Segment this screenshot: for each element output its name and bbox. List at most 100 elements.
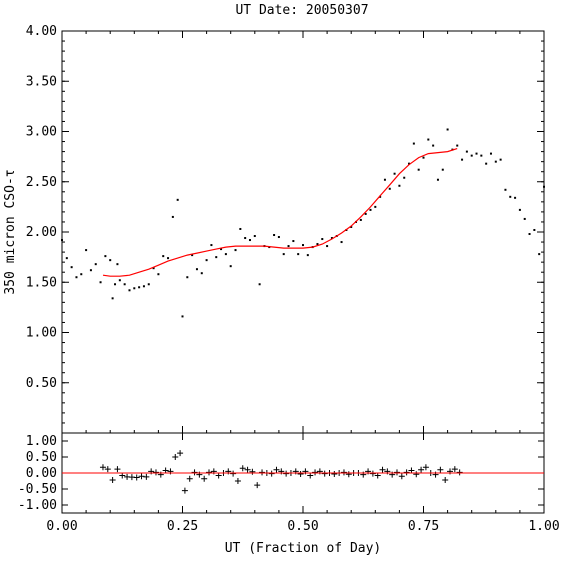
- residual-point: [191, 469, 198, 476]
- residual-point: [268, 470, 275, 477]
- tau-data-point: [89, 269, 92, 272]
- tau-data-point: [383, 178, 386, 181]
- tau-data-point: [248, 239, 251, 242]
- tau-data-point: [456, 144, 459, 147]
- tau-data-point: [287, 245, 290, 248]
- tau-data-point: [475, 152, 478, 155]
- tau-data-point: [147, 283, 150, 286]
- tau-data-point: [176, 198, 179, 201]
- tau-data-point: [523, 217, 526, 220]
- residual-point: [403, 469, 410, 476]
- residual-point: [215, 472, 222, 479]
- residual-point: [307, 472, 314, 479]
- res-y-tick-label: 1.00: [26, 434, 57, 449]
- residual-point: [398, 473, 405, 480]
- tau-data-point: [152, 267, 155, 270]
- residual-point: [456, 469, 463, 476]
- residual-point: [138, 473, 145, 480]
- res-y-tick-label: -0.50: [18, 482, 57, 497]
- tau-data-point: [111, 297, 114, 300]
- tau-data-point: [171, 215, 174, 218]
- tau-data-point: [340, 241, 343, 244]
- tau-data-point: [104, 255, 107, 258]
- main-y-tick-label: 4.00: [26, 24, 57, 39]
- tau-data-point: [388, 187, 391, 190]
- res-y-tick-label: 0.50: [26, 450, 57, 465]
- residual-point: [273, 466, 280, 473]
- tau-data-point: [446, 128, 449, 131]
- residual-point: [244, 466, 251, 473]
- tau-data-point: [157, 273, 160, 276]
- tau-data-point: [116, 263, 119, 266]
- y-axis-label: 350 micron CSO-τ: [3, 169, 18, 294]
- tau-data-point: [186, 276, 189, 279]
- tau-data-point: [494, 160, 497, 163]
- tau-data-point: [200, 272, 203, 275]
- tau-data-point: [465, 150, 468, 153]
- residual-point: [422, 464, 429, 471]
- residual-point: [321, 470, 328, 477]
- residual-point: [331, 470, 338, 477]
- tau-data-point: [80, 273, 83, 276]
- res-y-tick-label: -1.00: [18, 498, 57, 513]
- residual-point: [177, 450, 184, 457]
- x-tick-label: 0.75: [408, 519, 439, 534]
- main-y-tick-label: 1.00: [26, 326, 57, 341]
- tau-data-point: [518, 208, 521, 211]
- tau-data-point: [499, 158, 502, 161]
- tau-data-point: [417, 168, 420, 171]
- residual-point: [340, 469, 347, 476]
- residual-point: [104, 466, 111, 473]
- residual-point: [172, 454, 179, 460]
- residual-point: [143, 473, 150, 480]
- tau-data-point: [364, 212, 367, 215]
- residual-point: [230, 470, 237, 477]
- residual-point: [379, 466, 386, 473]
- tau-data-point: [215, 256, 218, 259]
- tau-data-point: [398, 184, 401, 187]
- residual-point: [283, 470, 290, 477]
- tau-data-point: [543, 185, 545, 188]
- tau-data-point: [538, 253, 541, 256]
- tau-data-point: [461, 158, 464, 161]
- tau-data-point: [408, 162, 411, 165]
- x-tick-label: 0.00: [46, 519, 77, 534]
- x-axis-label: UT (Fraction of Day): [225, 541, 382, 556]
- main-y-tick-label: 0.50: [26, 376, 57, 391]
- tau-data-point: [282, 253, 285, 256]
- tau-data-point: [142, 285, 145, 288]
- tau-data-point: [138, 286, 141, 289]
- tau-data-point: [350, 225, 353, 228]
- residual-point: [234, 478, 241, 484]
- x-tick-label: 1.00: [528, 519, 559, 534]
- tau-data-point: [114, 283, 117, 286]
- residual-point: [259, 469, 266, 476]
- tau-data-point: [292, 240, 295, 243]
- residual-point: [99, 464, 106, 471]
- tau-data-point: [128, 289, 131, 292]
- x-tick-label: 0.50: [287, 519, 318, 534]
- residual-point: [162, 467, 169, 474]
- tau-data-point: [330, 237, 333, 240]
- tau-data-point: [528, 233, 531, 236]
- residual-point: [312, 469, 319, 476]
- residual-point: [418, 466, 425, 473]
- tau-data-point: [244, 237, 247, 240]
- tau-data-point: [306, 254, 309, 257]
- main-plot-frame: [61, 30, 545, 434]
- tau-data-point: [167, 257, 170, 260]
- residual-point: [201, 475, 208, 482]
- tau-data-point: [181, 315, 184, 318]
- residual-axis-ticks: 1.000.500.00-0.50-1.000.00 0.25 0.50 0.75 1.…: [18, 433, 560, 534]
- main-y-tick-label: 1.50: [26, 275, 57, 290]
- tau-data-point: [480, 154, 483, 157]
- residual-point: [152, 469, 159, 476]
- residual-point: [374, 472, 381, 479]
- tau-data-point: [485, 162, 488, 165]
- residual-point: [239, 465, 246, 472]
- residual-point: [114, 466, 121, 473]
- tau-data-point: [75, 276, 78, 279]
- residual-point: [249, 468, 256, 475]
